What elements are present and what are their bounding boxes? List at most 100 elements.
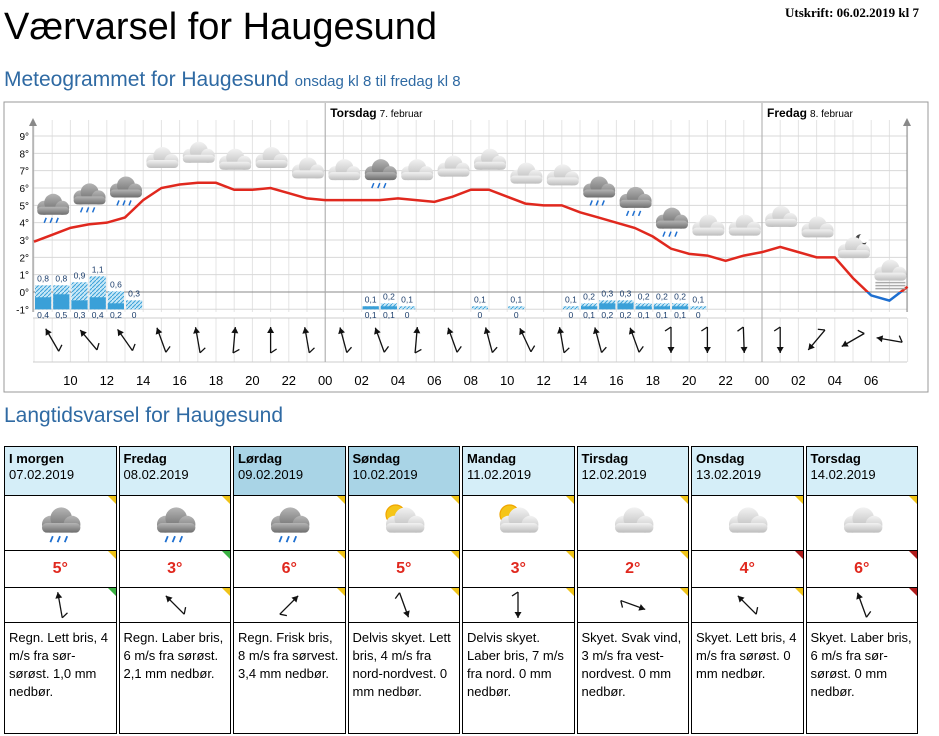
- wind-barb: [279, 613, 288, 617]
- day-column: Mandag 11.02.2019 3° Delvis skyet. Laber br…: [462, 446, 575, 734]
- wind: [55, 592, 68, 619]
- wind-arrow: [619, 599, 645, 611]
- description: Regn. Frisk bris, 8 m/s fra sørvest. 3,4…: [238, 630, 339, 681]
- rain-drop: [292, 535, 298, 543]
- day-header: Lørdag 09.02.2019: [234, 447, 345, 496]
- quality-marker: [794, 496, 803, 504]
- wind-arrow: [664, 326, 675, 353]
- weather-icon: [838, 233, 870, 259]
- temperature: 3°: [167, 560, 183, 577]
- wind-barb: [817, 328, 826, 331]
- precip-max-label: 0,8: [55, 273, 67, 283]
- wind-barb: [491, 346, 498, 353]
- precip-max-label: 0,1: [474, 294, 486, 304]
- precip-min-label: 0,2: [110, 310, 122, 320]
- precip-min-label: 0,1: [383, 310, 395, 320]
- precip-max-label: 0,1: [692, 294, 704, 304]
- rain-drop: [56, 535, 61, 543]
- wind-head: [628, 327, 636, 335]
- cloud-base: [583, 189, 616, 198]
- cloud-base: [510, 175, 543, 184]
- day-header: I morgen 07.02.2019: [5, 447, 116, 496]
- weather-icon: [255, 147, 288, 169]
- wind-barb: [511, 591, 519, 597]
- wind-head: [402, 610, 410, 618]
- wind-barb: [61, 612, 68, 619]
- wind-barb: [619, 600, 623, 608]
- wind-barb: [131, 343, 136, 351]
- cloud-base: [146, 160, 179, 169]
- wind-barb: [773, 326, 781, 332]
- icon: [614, 507, 653, 533]
- cloud-base: [765, 218, 798, 227]
- precip-min-bar: [599, 303, 616, 310]
- day-name: Torsdag: [330, 106, 376, 120]
- quality-marker: [451, 551, 459, 559]
- precip-max-label: 0,9: [74, 270, 86, 280]
- cloud-base: [182, 154, 215, 163]
- weather-icon: [156, 507, 195, 543]
- wind-arrow: [876, 335, 903, 343]
- wind-arrow: [394, 592, 410, 618]
- precip-min-label: 0: [132, 310, 137, 320]
- day-label: Fredag 8. februar: [767, 106, 853, 120]
- wind-arrow: [807, 328, 826, 351]
- y-tick-label: 2°: [19, 253, 29, 264]
- weather-icon: [583, 176, 616, 206]
- quality-marker: [336, 588, 345, 596]
- precip-min-label: 0,3: [74, 310, 86, 320]
- x-tick-label: 20: [245, 373, 259, 388]
- icon: [843, 507, 882, 533]
- wind-barb: [383, 346, 390, 353]
- wind-head: [776, 347, 784, 353]
- weather-icon: [182, 141, 215, 163]
- x-tick-label: 10: [63, 373, 77, 388]
- cloud-base: [500, 523, 539, 533]
- temperature-cell: 3°: [463, 551, 574, 588]
- rain-drop: [662, 231, 666, 237]
- wind-arrow: [413, 326, 422, 354]
- y-tick-label: 0°: [19, 288, 29, 299]
- rain-drop: [601, 200, 605, 206]
- rain-drop: [91, 207, 96, 213]
- temperature-cell: 3°: [119, 551, 230, 588]
- quality-marker: [909, 496, 917, 504]
- wind-head: [808, 343, 815, 350]
- temperature-cell: 5°: [5, 551, 116, 588]
- cloud-base: [219, 161, 252, 170]
- icon: [271, 507, 310, 543]
- wind-arrow: [338, 327, 353, 353]
- weather-icon: [328, 159, 361, 181]
- quality-marker: [107, 496, 116, 504]
- y-tick-label: 5°: [19, 201, 29, 212]
- quality-marker: [336, 496, 345, 504]
- page-title: Værvarsel for Haugesund: [4, 6, 437, 48]
- day-header: Torsdag 14.02.2019: [806, 447, 917, 496]
- wind-barb: [183, 606, 186, 615]
- precip-min-label: 0: [405, 310, 410, 320]
- cloud-base: [292, 170, 324, 179]
- wind-head: [231, 327, 239, 334]
- day-column: Søndag 10.02.2019 5° Delvis skyet. Lett bri…: [347, 446, 460, 734]
- rain-drop: [164, 535, 169, 543]
- x-tick-label: 18: [209, 373, 223, 388]
- cloud-base: [474, 161, 506, 170]
- x-tick-label: 16: [172, 373, 186, 388]
- precip-max-label: 0,1: [401, 294, 413, 304]
- icon-cell: [348, 496, 459, 551]
- day-name: Mandag: [467, 451, 517, 466]
- day-date: 09.02.2019: [238, 467, 304, 482]
- day-column: Onsdag 13.02.2019 4° Skyet. Lett bris, 4 m/…: [691, 446, 804, 734]
- longterm-table: I morgen 07.02.2019 5° Regn. Lett bris, 4 m…: [4, 446, 918, 734]
- cloud-base: [73, 196, 106, 205]
- wind-head: [557, 327, 565, 334]
- precip-min-label: 0: [569, 310, 574, 320]
- wind-arrow: [302, 327, 315, 354]
- rain-drop: [122, 200, 126, 206]
- precip-max-bar: [399, 306, 416, 310]
- weather-icon: [219, 148, 252, 170]
- wind-arrow: [279, 595, 299, 617]
- precip-max-label: 0,6: [110, 279, 122, 289]
- x-tick-label: 10: [500, 373, 514, 388]
- wind-head: [667, 347, 675, 353]
